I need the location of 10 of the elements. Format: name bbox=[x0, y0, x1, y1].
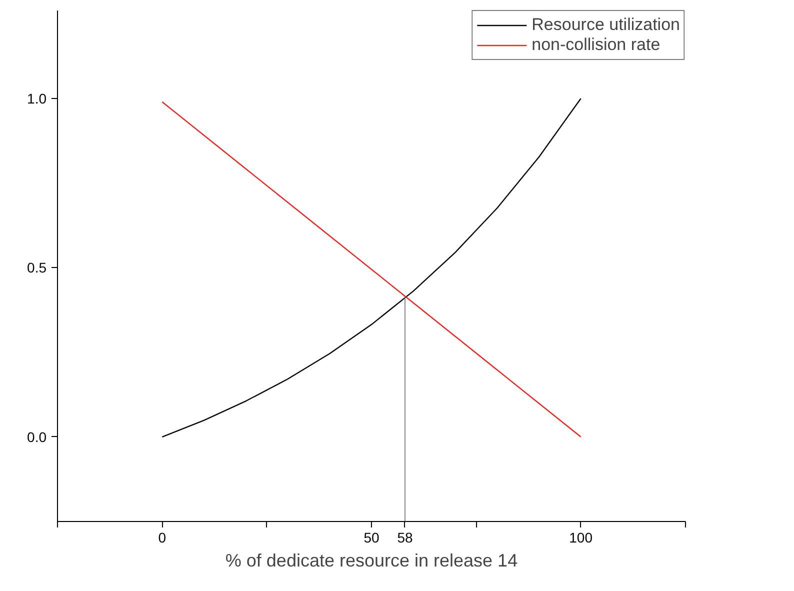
y-tick-label: 0.0 bbox=[27, 428, 47, 445]
x-tick-label: 0 bbox=[158, 530, 166, 546]
x-tick-label: 58 bbox=[397, 530, 413, 546]
x-tick-label: 50 bbox=[364, 530, 380, 546]
y-tick-label: 0.5 bbox=[27, 260, 47, 276]
legend-label: non-collision rate bbox=[532, 35, 660, 55]
y-tick-label: 1.0 bbox=[27, 90, 47, 106]
legend-label: Resource utilization bbox=[532, 15, 680, 35]
x-axis-title: % of dedicate resource in release 14 bbox=[225, 550, 518, 570]
x-tick-label: 100 bbox=[569, 530, 593, 546]
